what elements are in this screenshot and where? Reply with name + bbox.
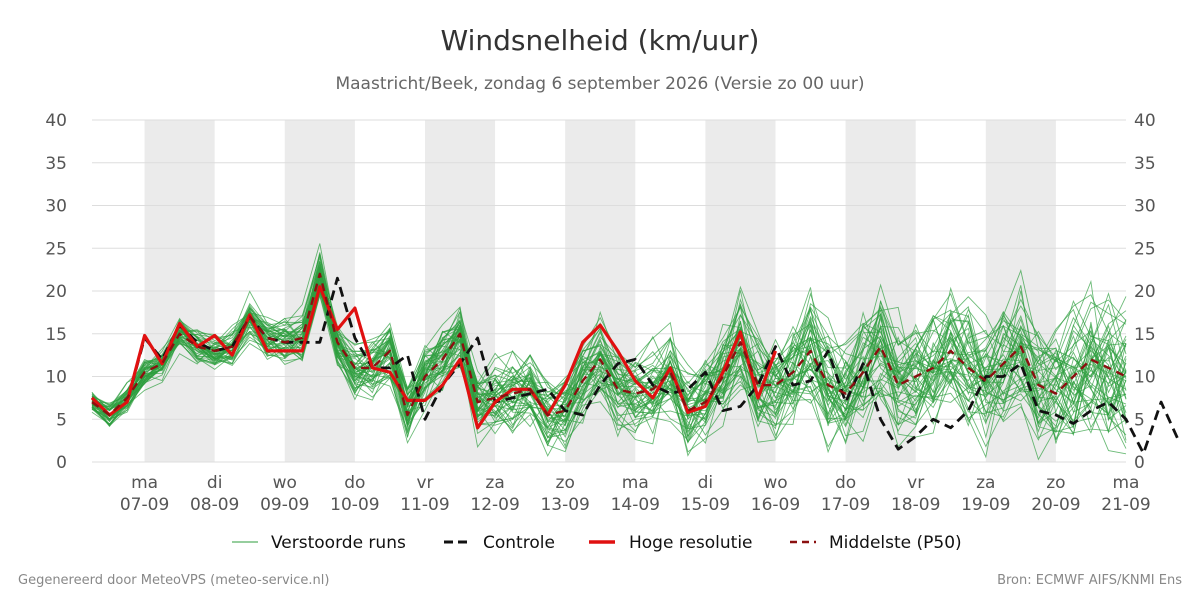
y-tick-label-right: 5 — [1134, 410, 1145, 430]
x-tick-day: do — [835, 473, 856, 493]
ensemble-run-line — [91, 288, 1127, 459]
y-tick-label-left: 20 — [45, 282, 67, 302]
x-tick-date: 14-09 — [611, 495, 660, 515]
ensemble-run-line — [91, 277, 1127, 429]
ensemble-run-line — [91, 269, 1127, 447]
y-tick-label-left: 35 — [45, 154, 67, 174]
ensemble-run-line — [91, 289, 1127, 438]
y-tick-label-left: 40 — [45, 111, 67, 131]
main-series — [90, 272, 1180, 455]
highres-line — [90, 285, 777, 430]
x-tick-date: 07-09 — [120, 495, 169, 515]
grid-lines — [92, 119, 1126, 463]
x-tick-date: 09-09 — [260, 495, 309, 515]
y-tick-label-left: 25 — [45, 239, 67, 259]
legend-label-highres: Hoge resolutie — [629, 533, 753, 553]
ensemble-run-line — [91, 276, 1127, 443]
y-tick-label-right: 35 — [1134, 154, 1156, 174]
y-tick-label-left: 30 — [45, 197, 67, 217]
chart-subtitle: Maastricht/Beek, zondag 6 september 2026… — [335, 74, 864, 94]
footer-generated-by: Gegenereerd door MeteoVPS (meteo-service… — [18, 573, 329, 588]
ensemble-run-line — [91, 287, 1127, 434]
chart-title: Windsnelheid (km/uur) — [441, 24, 760, 57]
x-tick-date: 17-09 — [821, 495, 870, 515]
x-tick-day: vr — [907, 473, 924, 493]
x-tick-day: za — [485, 473, 504, 493]
x-axis: ma07-09di08-09wo09-09do10-09vr11-09za12-… — [120, 473, 1151, 515]
x-tick-date: 13-09 — [540, 495, 589, 515]
ensemble-run-line — [91, 269, 1127, 431]
median-line — [91, 272, 1127, 417]
x-tick-day: ma — [131, 473, 158, 493]
y-tick-label-right: 20 — [1134, 282, 1156, 302]
y-tick-label-left: 10 — [45, 368, 67, 388]
y-tick-label-left: 0 — [56, 453, 67, 473]
y-tick-label-right: 10 — [1134, 368, 1156, 388]
x-tick-day: za — [976, 473, 995, 493]
x-tick-date: 20-09 — [1031, 495, 1080, 515]
x-tick-day: wo — [763, 473, 787, 493]
legend-label-ensemble: Verstoorde runs — [271, 533, 406, 553]
x-tick-date: 11-09 — [400, 495, 449, 515]
x-tick-date: 10-09 — [330, 495, 379, 515]
y-tick-label-right: 25 — [1134, 239, 1156, 259]
x-tick-date: 08-09 — [190, 495, 239, 515]
x-tick-date: 21-09 — [1101, 495, 1150, 515]
y-tick-label-right: 30 — [1134, 197, 1156, 217]
x-tick-date: 18-09 — [891, 495, 940, 515]
x-tick-day: wo — [273, 473, 297, 493]
x-tick-date: 19-09 — [961, 495, 1010, 515]
y-axis-left: 0 5 10 15 20 25 30 35 40 — [45, 111, 67, 473]
y-tick-label-right: 0 — [1134, 453, 1145, 473]
ensemble-run-line — [91, 293, 1127, 442]
legend: Verstoorde runs Controle Hoge resolutie … — [232, 533, 962, 553]
x-tick-day: vr — [416, 473, 433, 493]
y-tick-label-right: 40 — [1134, 111, 1156, 131]
y-tick-label-left: 15 — [45, 325, 67, 345]
legend-label-control: Controle — [483, 533, 555, 553]
y-tick-label-right: 15 — [1134, 325, 1156, 345]
x-tick-date: 12-09 — [470, 495, 519, 515]
ensemble-run-line — [91, 264, 1127, 443]
x-tick-date: 15-09 — [681, 495, 730, 515]
legend-label-median: Middelste (P50) — [829, 533, 962, 553]
x-tick-day: ma — [622, 473, 649, 493]
ensemble-run-line — [91, 254, 1127, 445]
x-tick-day: ma — [1113, 473, 1140, 493]
ensemble-run-line — [91, 275, 1127, 448]
y-tick-label-left: 5 — [56, 410, 67, 430]
x-tick-day: do — [344, 473, 365, 493]
x-tick-day: zo — [1046, 473, 1065, 493]
x-tick-day: di — [207, 473, 223, 493]
ensemble-run-line — [91, 275, 1127, 439]
y-axis-right: 0 5 10 15 20 25 30 35 40 — [1134, 111, 1156, 473]
x-tick-day: zo — [556, 473, 575, 493]
footer-source: Bron: ECMWF AIFS/KNMI Ens — [997, 573, 1182, 588]
x-tick-day: di — [698, 473, 714, 493]
x-tick-date: 16-09 — [751, 495, 800, 515]
